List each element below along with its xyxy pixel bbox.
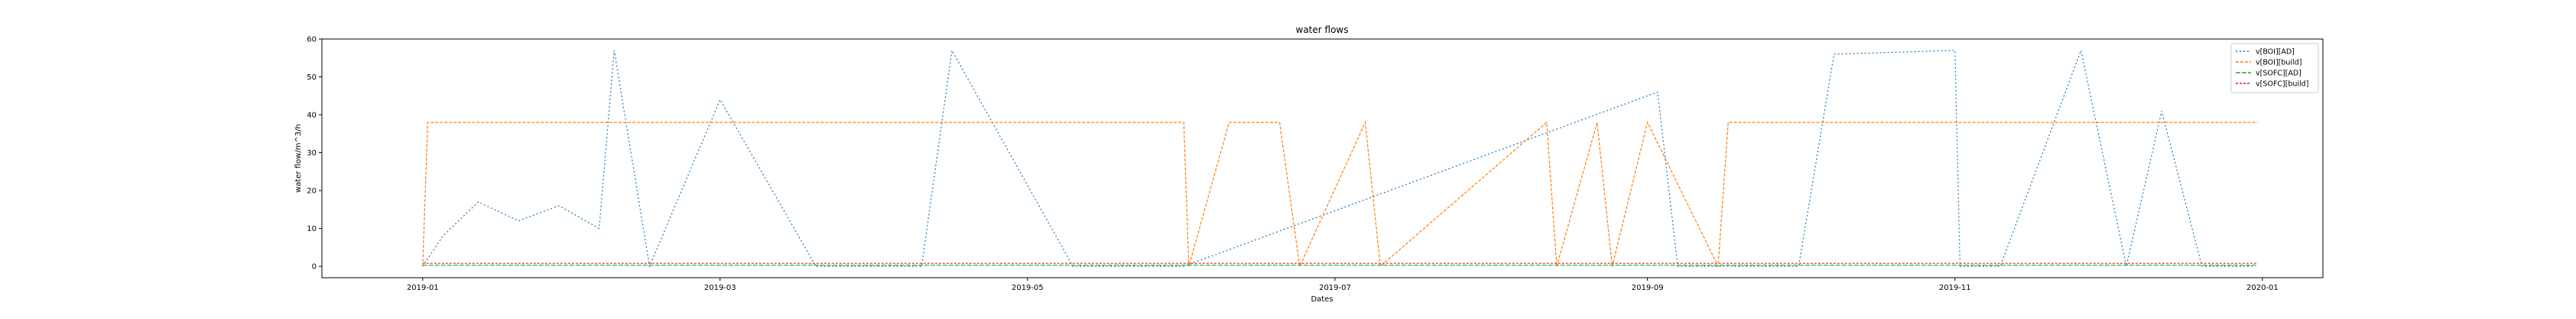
x-axis: 2019-01 2019-03 2019-05 2019-07 2019-09 2019-… [407,278,2279,292]
legend-label: v[SOFC][build] [2256,80,2308,89]
y-axis: 0 10 20 30 40 50 60 [307,36,322,272]
x-axis-label: Dates [1311,295,1333,304]
series-layer [422,48,2258,269]
plot-frame [321,38,2324,278]
legend: v[BOI][AD] v[BOI][build] v[SOFC][AD] v[SOFC… [2230,43,2319,93]
y-tick-label: 40 [307,112,317,120]
y-tick-label: 50 [307,73,317,82]
x-tick-label: 2019-09 [1632,284,1664,292]
y-tick-label: 60 [307,36,317,44]
plot-area [322,39,2323,278]
legend-label: v[BOI][build] [2256,59,2302,67]
x-tick-label: 2019-05 [1012,284,1044,292]
y-tick-label: 30 [307,149,317,158]
y-axis-label: water flow/m^3/h [294,124,303,193]
chart-title: water flows [1296,24,1349,35]
x-tick-label: 2019-11 [1939,284,1971,292]
x-tick-label: 2019-01 [407,284,439,292]
y-tick-label: 0 [312,263,317,272]
series-line-1 [422,48,2253,269]
x-tick-label: 2020-01 [2246,284,2279,292]
y-tick-label: 20 [307,187,317,196]
x-tick-label: 2019-03 [704,284,736,292]
legend-label: v[BOI][AD] [2256,48,2295,57]
legend-label: v[SOFC][AD] [2256,70,2302,78]
y-tick-label: 10 [307,225,317,233]
x-tick-label: 2019-07 [1319,284,1351,292]
series-line-2 [422,120,2258,269]
legend-box [2230,43,2319,93]
